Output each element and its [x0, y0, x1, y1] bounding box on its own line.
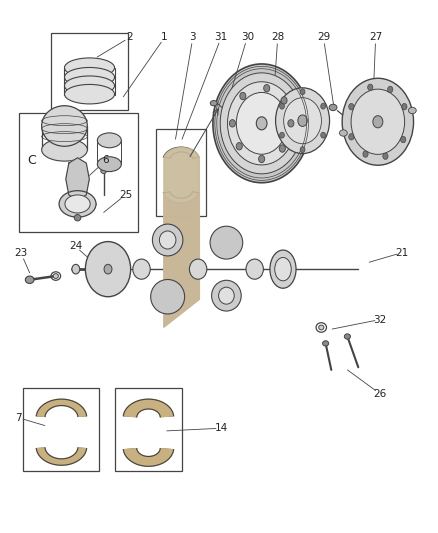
Text: 14: 14 — [215, 423, 228, 433]
Ellipse shape — [342, 78, 413, 165]
Text: 32: 32 — [374, 314, 387, 325]
Bar — [156, 128, 206, 216]
Bar — [19, 113, 138, 232]
Text: 2: 2 — [127, 33, 133, 43]
Ellipse shape — [104, 264, 112, 274]
Ellipse shape — [363, 151, 368, 157]
Ellipse shape — [64, 58, 115, 77]
Ellipse shape — [383, 153, 388, 159]
Ellipse shape — [236, 142, 242, 150]
Ellipse shape — [339, 130, 347, 136]
Ellipse shape — [64, 76, 115, 95]
Ellipse shape — [373, 116, 383, 128]
Ellipse shape — [220, 73, 303, 174]
Ellipse shape — [25, 276, 34, 284]
Ellipse shape — [152, 224, 183, 256]
Ellipse shape — [246, 259, 263, 279]
Ellipse shape — [230, 119, 236, 127]
Ellipse shape — [101, 168, 106, 173]
Ellipse shape — [351, 89, 405, 155]
Ellipse shape — [275, 257, 291, 281]
Ellipse shape — [227, 82, 296, 165]
Ellipse shape — [64, 68, 115, 87]
Text: 31: 31 — [215, 33, 228, 43]
Text: 23: 23 — [14, 248, 28, 259]
Ellipse shape — [189, 259, 207, 279]
Text: 3: 3 — [190, 33, 196, 43]
Ellipse shape — [219, 287, 234, 304]
Text: C: C — [28, 154, 36, 167]
Text: 28: 28 — [271, 33, 284, 43]
Ellipse shape — [213, 64, 311, 183]
Text: 21: 21 — [395, 248, 408, 258]
Ellipse shape — [284, 98, 321, 144]
Polygon shape — [66, 158, 89, 200]
Ellipse shape — [59, 191, 96, 217]
Ellipse shape — [64, 84, 115, 104]
Text: 6: 6 — [102, 156, 109, 165]
Polygon shape — [36, 448, 87, 465]
Ellipse shape — [367, 84, 373, 91]
Ellipse shape — [408, 107, 416, 114]
Text: 25: 25 — [119, 190, 132, 200]
Text: 29: 29 — [317, 33, 330, 43]
Ellipse shape — [349, 134, 354, 140]
Ellipse shape — [212, 280, 241, 311]
Ellipse shape — [42, 106, 87, 146]
Text: 30: 30 — [241, 33, 254, 43]
Ellipse shape — [97, 133, 121, 148]
Text: 27: 27 — [369, 33, 382, 43]
Ellipse shape — [256, 117, 267, 130]
Ellipse shape — [276, 88, 329, 154]
Text: 1: 1 — [161, 33, 168, 43]
Ellipse shape — [258, 155, 265, 163]
Ellipse shape — [388, 86, 393, 93]
Ellipse shape — [53, 273, 58, 278]
Ellipse shape — [279, 132, 284, 138]
Ellipse shape — [85, 241, 131, 297]
Ellipse shape — [42, 139, 87, 161]
Ellipse shape — [72, 264, 80, 274]
Ellipse shape — [321, 103, 325, 109]
Ellipse shape — [300, 89, 305, 95]
Ellipse shape — [159, 231, 176, 249]
Polygon shape — [36, 399, 87, 416]
Ellipse shape — [298, 115, 307, 126]
Ellipse shape — [402, 103, 407, 110]
Ellipse shape — [322, 341, 328, 346]
Ellipse shape — [240, 92, 246, 100]
Ellipse shape — [264, 85, 270, 92]
Text: 24: 24 — [69, 241, 82, 252]
Text: 7: 7 — [14, 413, 21, 423]
Ellipse shape — [319, 325, 324, 330]
Ellipse shape — [270, 250, 296, 288]
Ellipse shape — [65, 195, 90, 213]
Ellipse shape — [237, 92, 287, 154]
Bar — [115, 389, 182, 471]
Ellipse shape — [329, 104, 337, 111]
Ellipse shape — [74, 215, 81, 221]
Ellipse shape — [300, 147, 305, 152]
Bar — [23, 389, 99, 471]
Ellipse shape — [210, 226, 243, 259]
Ellipse shape — [133, 259, 150, 279]
Polygon shape — [124, 449, 173, 466]
Polygon shape — [124, 399, 173, 417]
Ellipse shape — [401, 136, 406, 143]
Ellipse shape — [279, 145, 286, 152]
Ellipse shape — [349, 103, 354, 110]
Ellipse shape — [151, 279, 185, 314]
Ellipse shape — [281, 96, 287, 104]
Ellipse shape — [279, 103, 284, 109]
Ellipse shape — [321, 132, 325, 138]
Ellipse shape — [288, 119, 294, 127]
Ellipse shape — [97, 157, 121, 172]
Text: 26: 26 — [374, 389, 387, 399]
Ellipse shape — [344, 334, 350, 339]
Bar — [51, 33, 127, 110]
Ellipse shape — [210, 101, 217, 106]
